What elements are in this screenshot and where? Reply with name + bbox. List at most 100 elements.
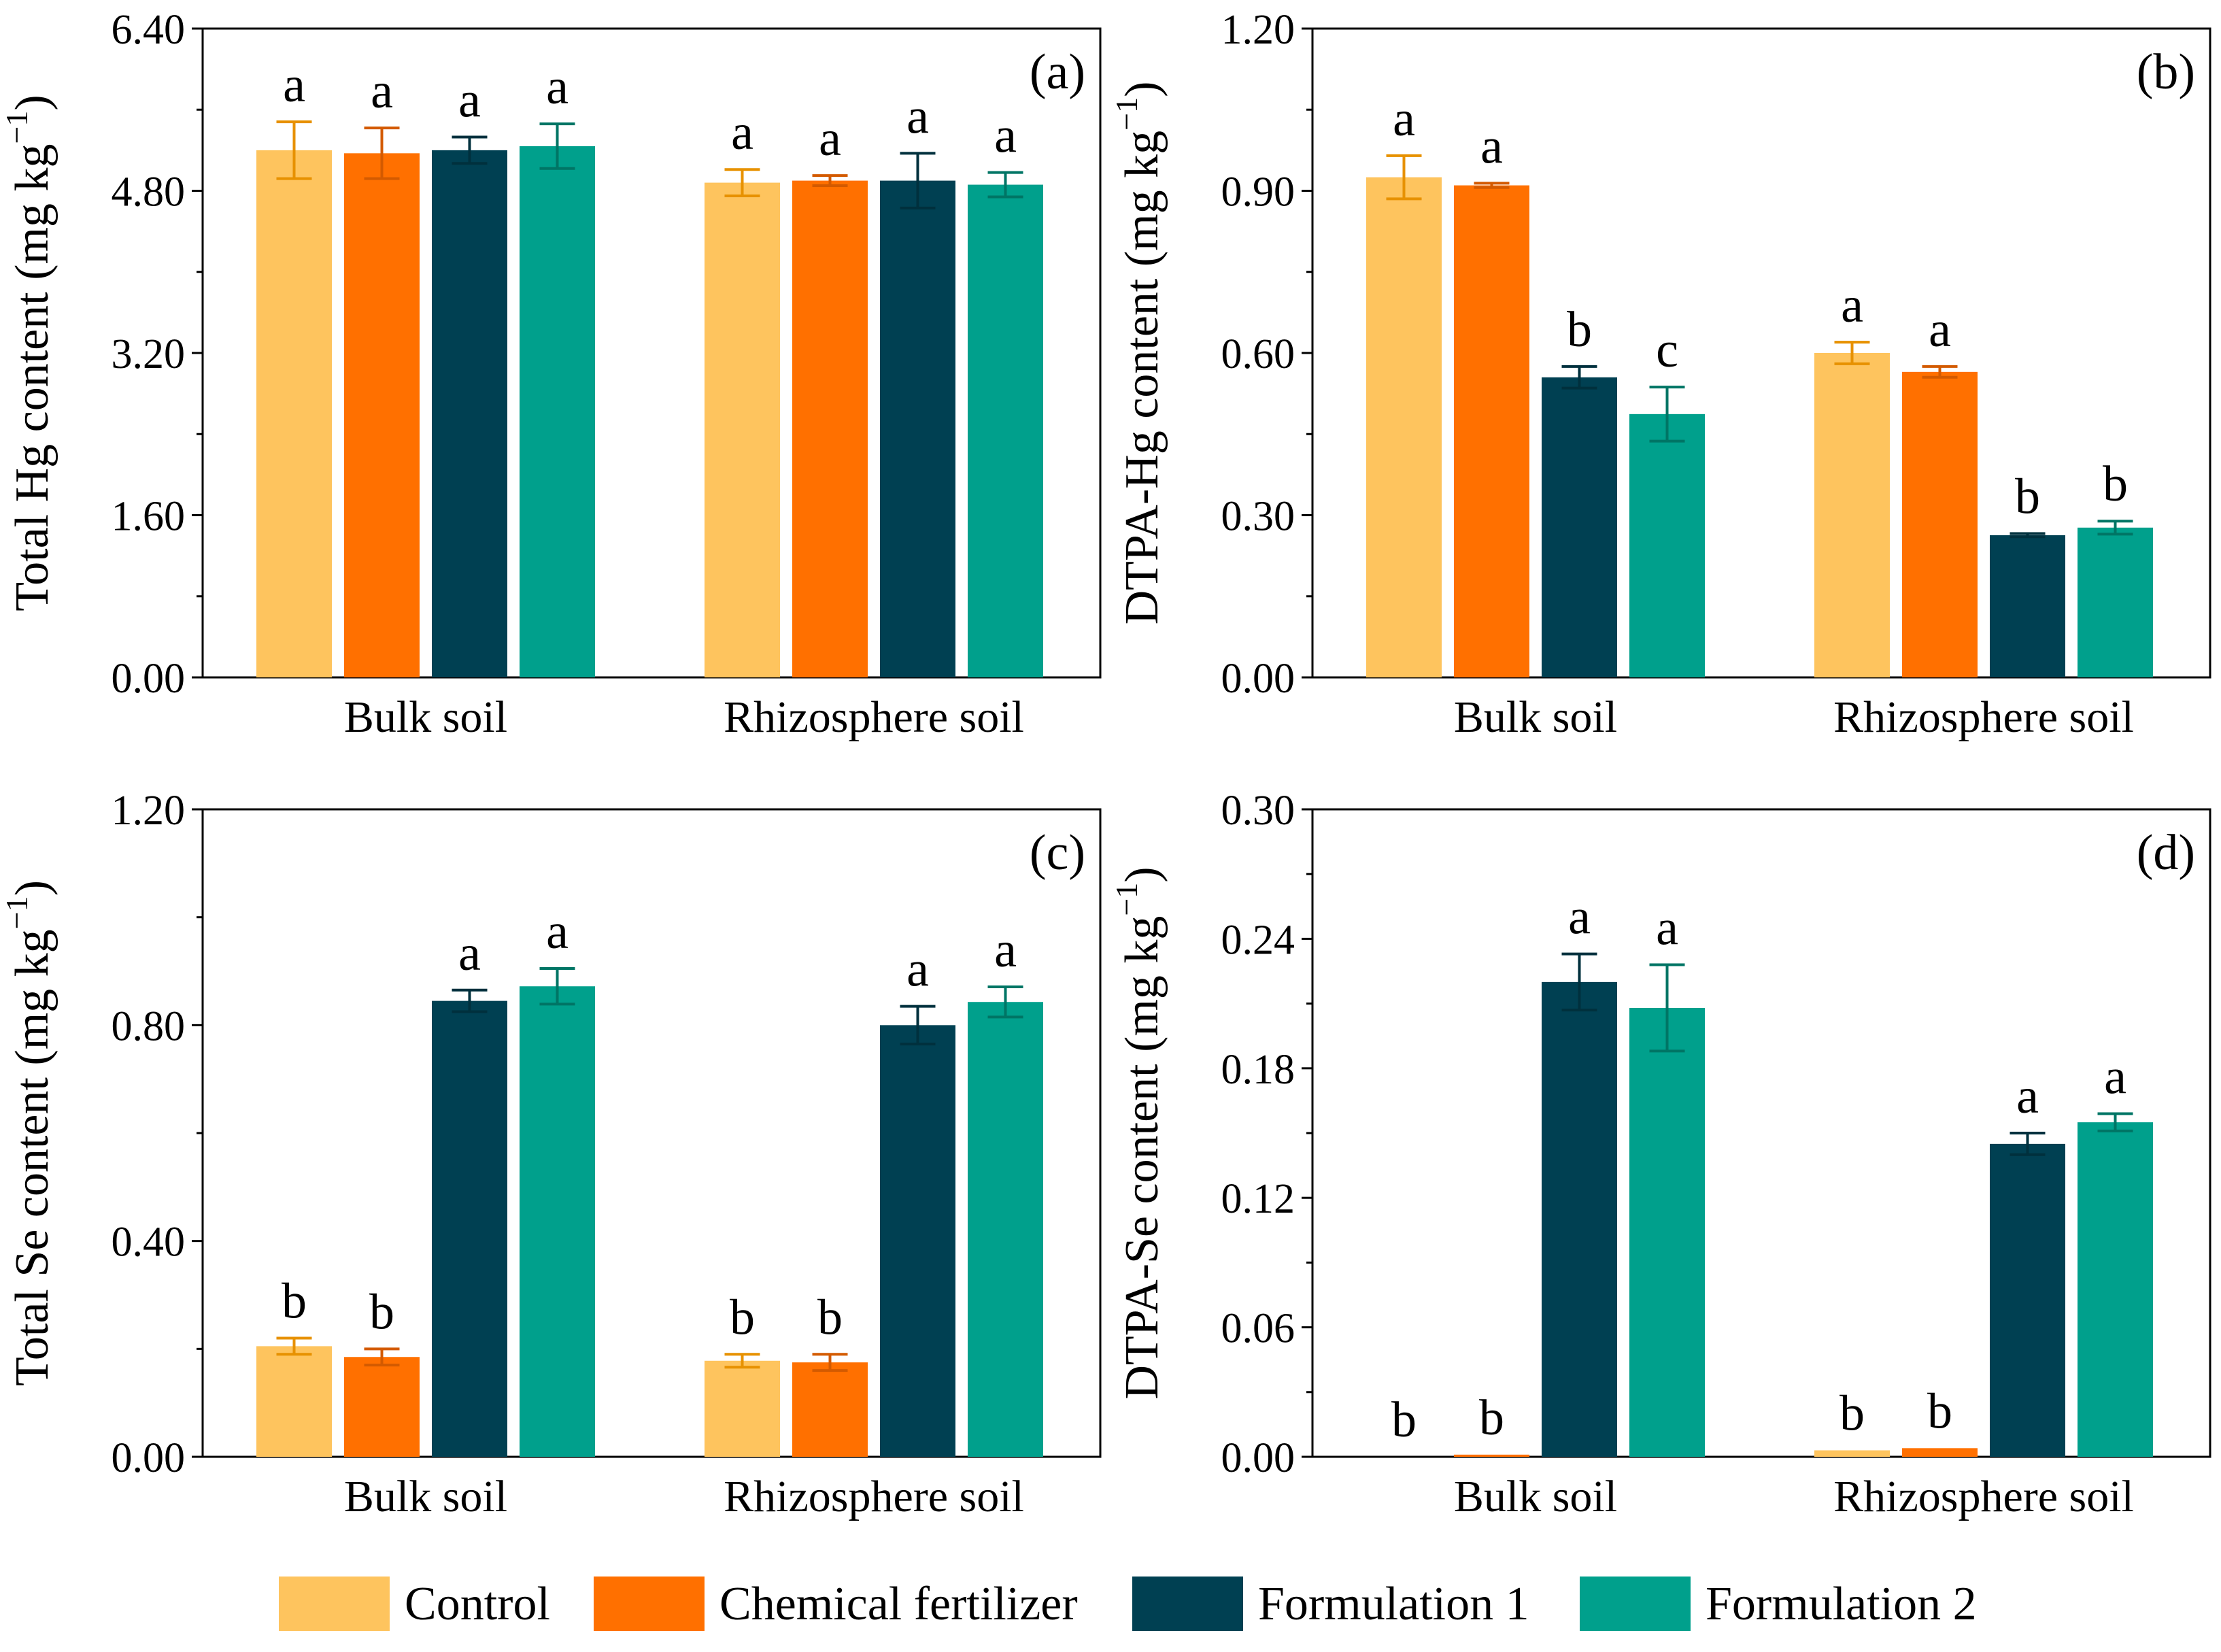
legend-label: Chemical fertilizer <box>719 1578 1078 1630</box>
bar-formulation-1 <box>880 1025 955 1457</box>
bar-formulation-1 <box>880 180 955 677</box>
bar-formulation-1 <box>432 150 507 677</box>
panel-label: (d) <box>2137 825 2195 881</box>
significance-letter: a <box>994 922 1017 978</box>
legend: Control Chemical fertilizer Formulation 1 F… <box>279 1577 1977 1631</box>
bar-control <box>256 1346 332 1457</box>
legend-item-chemical-fertilizer: Chemical fertilizer <box>594 1577 1078 1631</box>
significance-letter: a <box>1393 91 1415 147</box>
significance-letter: a <box>1841 277 1863 333</box>
x-category-label: Rhizosphere soil <box>1833 1472 2134 1521</box>
bar-formulation-1 <box>1990 1143 2065 1457</box>
y-tick-label: 6.40 <box>112 7 186 53</box>
y-tick-label: 1.20 <box>1221 7 1295 53</box>
x-category-label: Bulk soil <box>1454 1472 1617 1521</box>
significance-letter: b <box>2015 469 2040 525</box>
bar-chemical-fertilizer <box>344 153 420 678</box>
legend-swatch <box>1580 1577 1691 1631</box>
y-tick-label: 0.30 <box>1221 494 1295 540</box>
panel-label: (b) <box>2137 44 2195 100</box>
bar-formulation-1 <box>432 1000 507 1457</box>
bar-formulation-2 <box>968 1002 1043 1457</box>
bar-control <box>1814 353 1890 677</box>
legend-item-formulation-1: Formulation 1 <box>1132 1577 1529 1631</box>
bar-formulation-2 <box>2078 1122 2153 1457</box>
significance-letter: b <box>1391 1392 1417 1448</box>
legend-item-control: Control <box>279 1577 550 1631</box>
y-tick-label: 3.20 <box>112 331 186 377</box>
legend-swatch <box>279 1577 390 1631</box>
significance-letter: b <box>369 1284 394 1340</box>
y-tick-label: 0.24 <box>1221 917 1295 963</box>
significance-letter: c <box>1656 322 1678 378</box>
bar-control <box>1814 1450 1890 1457</box>
bar-formulation-2 <box>968 184 1043 677</box>
y-tick-label: 0.18 <box>1221 1047 1295 1093</box>
bar-formulation-2 <box>520 146 595 678</box>
significance-letter: b <box>1479 1390 1504 1446</box>
significance-letter: a <box>1929 302 1951 358</box>
bar-formulation-1 <box>1542 981 1617 1457</box>
y-tick-label: 0.00 <box>112 1435 186 1481</box>
legend-swatch <box>1132 1577 1243 1631</box>
bar-control <box>1366 177 1442 677</box>
significance-letter: b <box>1927 1383 1952 1439</box>
y-tick-label: 0.12 <box>1221 1176 1295 1222</box>
bar-formulation-2 <box>1629 414 1705 677</box>
x-category-label: Bulk soil <box>344 692 507 742</box>
significance-letter: a <box>458 72 481 128</box>
significance-letter: a <box>906 942 929 998</box>
significance-letter: a <box>2104 1049 2126 1105</box>
significance-letter: a <box>1480 118 1503 174</box>
significance-letter: a <box>458 926 481 981</box>
bar-chemical-fertilizer <box>1902 1448 1978 1457</box>
chart-panel-2: 0.00 0.30 0.60 0.90 1.20 DTPA-Hg content (mg … <box>1109 7 2211 742</box>
y-tick-label: 0.40 <box>112 1219 186 1266</box>
y-tick-label: 0.90 <box>1221 169 1295 216</box>
bar-chemical-fertilizer <box>1454 1454 1529 1457</box>
y-axis-label: DTPA-Se content (mg kg−1) <box>1109 866 1168 1399</box>
legend-label: Control <box>405 1578 550 1630</box>
bar-chemical-fertilizer <box>792 1362 868 1457</box>
significance-letter: a <box>731 105 753 161</box>
y-tick-label: 0.60 <box>1221 331 1295 377</box>
y-tick-label: 0.00 <box>1221 1435 1295 1481</box>
chart-panel-4: 0.00 0.06 0.12 0.18 0.24 0.30 DTPA-Se content … <box>1109 788 2211 1521</box>
bar-formulation-2 <box>2078 527 2153 677</box>
legend-swatch <box>594 1577 705 1631</box>
significance-letter: a <box>819 111 841 167</box>
x-category-label: Bulk soil <box>1454 692 1617 742</box>
significance-letter: b <box>1839 1385 1865 1441</box>
bar-chemical-fertilizer <box>1454 185 1529 677</box>
chart-panel-1: 0.00 1.60 3.20 4.80 6.40 Total Hg content (mg… <box>0 7 1102 742</box>
x-category-label: Rhizosphere soil <box>724 692 1024 742</box>
y-axis-label: Total Hg content (mg kg−1) <box>0 95 58 611</box>
y-tick-label: 0.80 <box>112 1003 186 1049</box>
significance-letter: a <box>1656 900 1678 956</box>
significance-letter: a <box>906 88 929 144</box>
significance-letter: a <box>2016 1068 2039 1124</box>
bar-chemical-fertilizer <box>344 1357 420 1457</box>
y-tick-label: 1.20 <box>112 788 186 834</box>
chart-panels: 0.00 1.60 3.20 4.80 6.40 Total Hg content (mg… <box>0 7 2211 1521</box>
bar-chemical-fertilizer <box>792 180 868 677</box>
bar-control <box>256 150 332 677</box>
y-tick-label: 1.60 <box>112 494 186 540</box>
y-tick-label: 4.80 <box>112 169 186 216</box>
significance-letter: a <box>994 108 1017 164</box>
significance-letter: a <box>1568 890 1591 945</box>
legend-label: Formulation 2 <box>1706 1578 1977 1630</box>
x-category-label: Rhizosphere soil <box>1833 692 2134 742</box>
bar-control <box>705 182 780 677</box>
bar-control <box>705 1360 780 1457</box>
bar-formulation-1 <box>1990 535 2065 677</box>
y-axis-label: DTPA-Hg content (mg kg−1) <box>1109 82 1168 625</box>
significance-letter: b <box>730 1289 755 1345</box>
significance-letter: a <box>546 59 569 115</box>
bar-chemical-fertilizer <box>1902 371 1978 677</box>
legend-item-formulation-2: Formulation 2 <box>1580 1577 1977 1631</box>
y-axis-label: Total Se content (mg kg−1) <box>0 880 58 1386</box>
bar-formulation-2 <box>520 986 595 1457</box>
y-tick-label: 0.00 <box>1221 656 1295 702</box>
